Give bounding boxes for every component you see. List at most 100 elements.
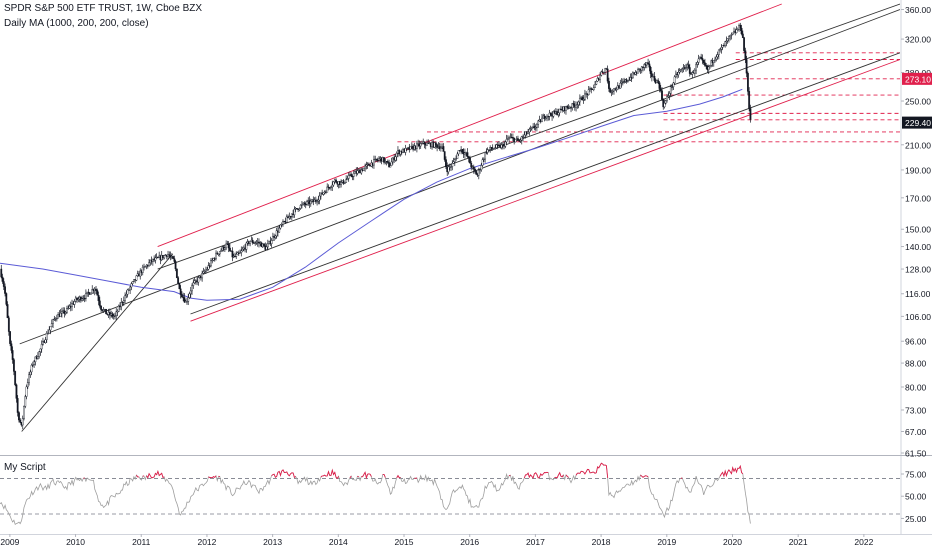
price-tick-label: 150.00 [905, 225, 931, 235]
candle-body [131, 284, 132, 287]
moving-average-line [0, 89, 742, 300]
oscillator-overbought-segment [641, 475, 649, 477]
price-tick-label: 170.00 [905, 193, 931, 203]
time-tick-label: 2013 [263, 537, 282, 547]
candle-body [241, 251, 242, 253]
price-tick-label: 116.00 [905, 289, 931, 299]
candle-body [20, 420, 21, 422]
candle-body [65, 312, 66, 313]
candle-body [300, 205, 301, 208]
candle-body [665, 101, 666, 104]
time-tick-label: 2020 [723, 537, 742, 547]
oscillator-overbought-segment [681, 478, 682, 479]
candle-body [363, 168, 364, 171]
oscillator-overbought-segment [566, 475, 569, 478]
price-tick-label: 61.50 [905, 449, 927, 459]
candle-body [659, 83, 660, 89]
price-tick-label: 210.00 [905, 140, 931, 150]
candle-body [236, 254, 237, 256]
candle-body [482, 160, 483, 166]
candle-body [275, 236, 276, 238]
oscillator-overbought-segment [720, 466, 743, 476]
candle-body [332, 185, 333, 187]
candle-body [390, 166, 391, 167]
candle-body [505, 142, 506, 146]
candle-body [193, 283, 194, 286]
time-tick-label: 2010 [66, 537, 85, 547]
candle-body [524, 135, 525, 137]
time-tick-label: 2017 [526, 537, 545, 547]
candle-body [85, 293, 86, 298]
oscillator-overbought-segment [209, 476, 217, 478]
candle-body [728, 37, 729, 39]
candle-body [14, 371, 15, 384]
price-badge-label: 273.10 [905, 74, 931, 84]
candle-body [335, 180, 336, 182]
candle-body [453, 162, 454, 164]
candle-body [306, 202, 307, 205]
candle-body [637, 70, 638, 74]
candle-body [18, 413, 19, 420]
candle-body [33, 362, 34, 365]
candle-body [174, 259, 175, 262]
candle-body [179, 283, 180, 288]
candle-body [17, 398, 18, 412]
candle-body [340, 182, 341, 184]
candle-body [703, 60, 704, 62]
candle-body [688, 65, 689, 68]
candle-body [727, 39, 728, 41]
candle-body [501, 145, 502, 148]
candle-body [205, 270, 206, 271]
candle-body [319, 196, 320, 200]
candle-body [700, 57, 701, 58]
oscillator-pane-title: My Script [4, 462, 46, 473]
candle-body [608, 81, 609, 88]
candle-body [90, 293, 91, 294]
candle-body [732, 33, 733, 35]
candle-body [176, 269, 177, 278]
candle-body [155, 258, 156, 260]
candle-body [721, 47, 722, 49]
candle-body [550, 113, 551, 115]
candle-body [594, 84, 595, 87]
candle-body [26, 387, 27, 397]
oscillator-overbought-segment [136, 475, 139, 477]
time-tick-label: 2018 [592, 537, 611, 547]
candle-body [351, 174, 352, 176]
candle-body [396, 153, 397, 157]
osc-tick-label: 75.00 [905, 470, 927, 480]
time-tick-label: 2021 [789, 537, 808, 547]
main-plot [0, 4, 900, 432]
candle-body [46, 333, 47, 339]
candle-body [462, 149, 463, 152]
candle-body [4, 287, 5, 294]
candle-body [189, 294, 190, 298]
candle-body [267, 244, 268, 247]
price-tick-label: 96.00 [905, 337, 927, 347]
candle-body [445, 160, 446, 167]
candle-body [40, 349, 41, 352]
osc-tick-label: 25.00 [905, 514, 927, 524]
candle-body [246, 243, 247, 249]
candle-body [7, 304, 8, 317]
candle-body [674, 77, 675, 83]
candle-body [229, 248, 230, 251]
candle-body [695, 64, 696, 70]
oscillator-overbought-segment [397, 476, 401, 478]
price-tick-label: 67.00 [905, 427, 927, 437]
candle-body [697, 62, 698, 64]
candle-body [3, 282, 4, 287]
candle-body [649, 64, 650, 67]
osc-tick-label: 50.00 [905, 492, 927, 502]
candle-body [188, 298, 189, 302]
candle-body [709, 65, 710, 66]
candle-body [45, 340, 46, 343]
oscillator-overbought-segment [147, 471, 165, 478]
candle-body [704, 63, 705, 66]
candle-body [718, 50, 719, 55]
candle-body [28, 375, 29, 383]
candle-body [310, 201, 311, 204]
candle-body [263, 244, 264, 246]
time-tick-label: 2011 [132, 537, 151, 547]
